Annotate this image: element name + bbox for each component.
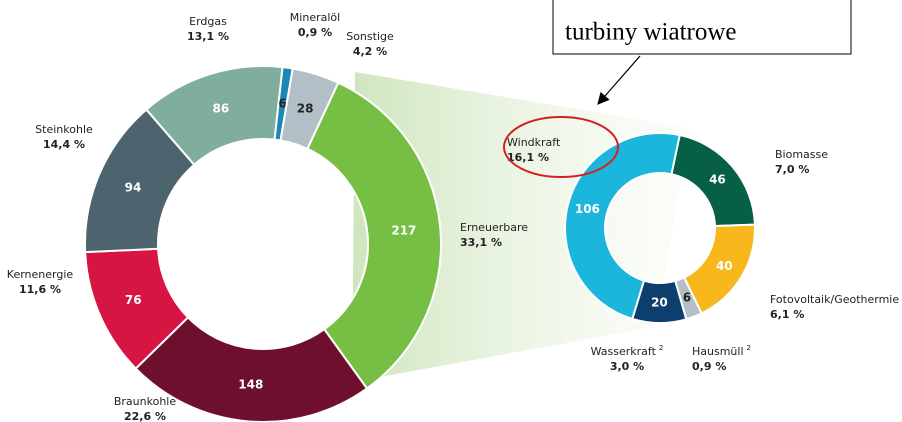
- percent-label: 13,1 %: [187, 30, 229, 43]
- category-label: Braunkohle: [114, 395, 176, 408]
- value-label: 94: [125, 181, 142, 195]
- annotation-box: [552, 0, 852, 55]
- segment: [134, 316, 369, 422]
- value-label: 86: [213, 101, 230, 115]
- percent-label: 0,9 %: [692, 360, 726, 373]
- value-label: 106: [575, 202, 600, 216]
- value-label: 148: [238, 377, 263, 391]
- percent-label: 22,6 %: [124, 410, 166, 422]
- arrow: [597, 55, 641, 105]
- category-name: Hausmüll: [692, 345, 744, 358]
- category-label: Windkraft: [507, 136, 561, 149]
- category-label: Wasserkraft 2: [591, 344, 664, 358]
- percent-label: 7,0 %: [775, 163, 809, 176]
- percent-label: 33,1 %: [460, 236, 502, 249]
- value-label: 20: [651, 295, 668, 309]
- value-label: 6: [278, 96, 286, 110]
- percent-label: 6,1 %: [770, 308, 804, 321]
- percent-label: 11,6 %: [19, 283, 61, 296]
- category-name: Braunkohle: [114, 395, 176, 408]
- annotation: turbiny wiatrowe: [565, 19, 736, 46]
- percent-label: 0,9 %: [298, 26, 332, 39]
- value-label: 217: [391, 223, 416, 237]
- percent-label: 4,2 %: [353, 45, 387, 58]
- percent-label: 16,1 %: [507, 151, 549, 164]
- category-name: Erdgas: [189, 15, 227, 28]
- value-label: 28: [297, 101, 314, 115]
- category-label: Hausmüll 2: [692, 344, 751, 358]
- category-label: Sonstige: [346, 30, 394, 43]
- category-name: Fotovoltaik/Geothermie: [770, 293, 899, 306]
- category-label: Kernenergie: [7, 268, 74, 281]
- category-label: Erneuerbare: [460, 221, 528, 234]
- value-label: 40: [716, 259, 733, 273]
- category-name: Mineralöl: [290, 11, 340, 24]
- category-label: Erdgas: [189, 15, 227, 28]
- category-label: Mineralöl: [290, 11, 340, 24]
- category-label: Fotovoltaik/Geothermie: [770, 293, 899, 306]
- segment: [279, 67, 340, 151]
- category-name: Biomasse: [775, 148, 828, 161]
- category-name: Wasserkraft: [591, 345, 657, 358]
- category-label: Biomasse: [775, 148, 828, 161]
- category-name: Kernenergie: [7, 268, 74, 281]
- category-name: Sonstige: [346, 30, 394, 43]
- value-label: 46: [709, 172, 726, 186]
- category-label: Steinkohle: [35, 123, 93, 136]
- donuts: 217 Erneuerbare 33,1 % 148 Braunkohle 22,6 % 7…: [7, 11, 899, 422]
- highlight-ellipse: [503, 116, 619, 178]
- percent-label: 14,4 %: [43, 138, 85, 151]
- category-name: Erneuerbare: [460, 221, 528, 234]
- category-name: Steinkohle: [35, 123, 93, 136]
- percent-label: 3,0 %: [610, 360, 644, 373]
- segment: [306, 81, 442, 390]
- segment: [564, 132, 681, 321]
- footnote-mark: 2: [659, 344, 663, 352]
- footnote-mark: 2: [747, 344, 751, 352]
- category-name: Windkraft: [507, 136, 561, 149]
- value-label: 76: [125, 293, 142, 307]
- value-label: 6: [683, 291, 691, 305]
